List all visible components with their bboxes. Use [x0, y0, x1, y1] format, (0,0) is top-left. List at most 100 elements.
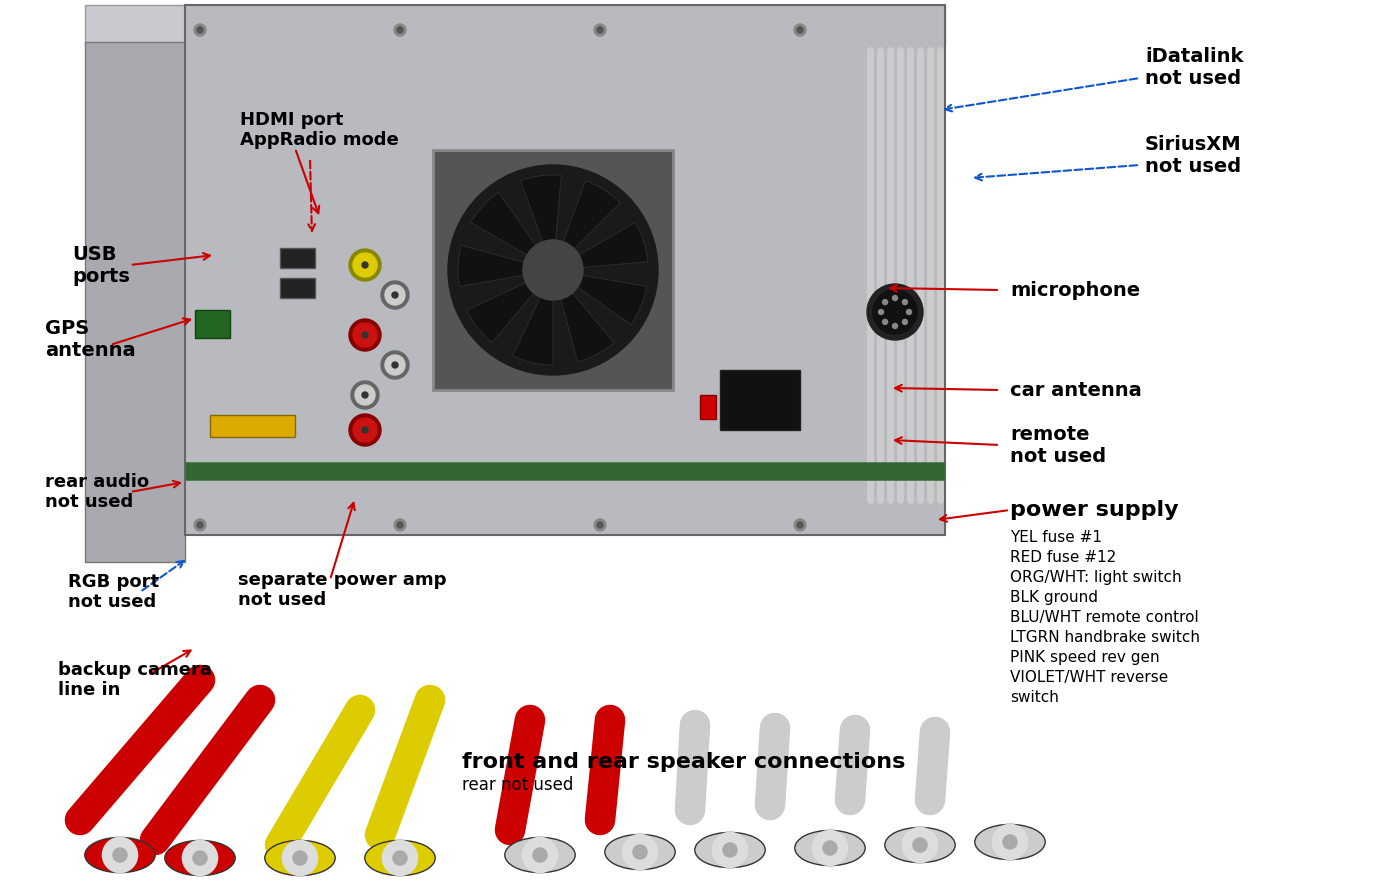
Text: iDatalink
not used: iDatalink not used — [1145, 48, 1244, 88]
Circle shape — [882, 299, 888, 305]
Circle shape — [354, 418, 377, 442]
Circle shape — [893, 323, 897, 328]
Circle shape — [449, 165, 658, 375]
Wedge shape — [561, 293, 614, 362]
Circle shape — [878, 310, 883, 314]
Circle shape — [381, 281, 409, 309]
Text: rear audio
not used: rear audio not used — [45, 472, 149, 511]
Circle shape — [523, 240, 583, 300]
Circle shape — [362, 392, 367, 398]
Text: YEL fuse #1: YEL fuse #1 — [1010, 530, 1102, 545]
Circle shape — [385, 355, 405, 375]
Circle shape — [912, 838, 927, 852]
FancyBboxPatch shape — [279, 248, 315, 268]
Circle shape — [523, 837, 557, 872]
Circle shape — [197, 522, 204, 528]
Circle shape — [823, 841, 837, 855]
Circle shape — [350, 319, 381, 351]
FancyBboxPatch shape — [184, 5, 945, 535]
Ellipse shape — [885, 827, 955, 863]
Circle shape — [882, 320, 888, 324]
Ellipse shape — [795, 830, 866, 865]
Text: microphone: microphone — [1010, 281, 1141, 299]
Circle shape — [398, 27, 403, 33]
Circle shape — [282, 841, 318, 876]
Text: backup camera
line in: backup camera line in — [58, 660, 212, 699]
Circle shape — [797, 522, 804, 528]
Circle shape — [350, 249, 381, 281]
Text: HDMI port
AppRadio mode: HDMI port AppRadio mode — [239, 110, 399, 149]
FancyBboxPatch shape — [195, 310, 230, 338]
Circle shape — [903, 320, 907, 324]
Circle shape — [812, 830, 848, 865]
Wedge shape — [466, 283, 534, 343]
Ellipse shape — [695, 833, 765, 868]
Circle shape — [907, 310, 911, 314]
Text: PINK speed rev gen: PINK speed rev gen — [1010, 650, 1160, 665]
FancyBboxPatch shape — [85, 5, 945, 45]
Wedge shape — [579, 223, 648, 268]
Circle shape — [385, 285, 405, 305]
FancyBboxPatch shape — [700, 395, 716, 419]
Circle shape — [633, 845, 647, 859]
Circle shape — [533, 848, 548, 862]
Ellipse shape — [365, 841, 435, 876]
Circle shape — [903, 827, 937, 863]
Circle shape — [383, 841, 417, 876]
Circle shape — [362, 262, 367, 268]
Circle shape — [354, 253, 377, 277]
FancyBboxPatch shape — [211, 415, 294, 437]
Text: remote
not used: remote not used — [1010, 425, 1106, 465]
Circle shape — [392, 362, 398, 368]
Circle shape — [183, 841, 217, 876]
Circle shape — [193, 851, 206, 865]
Circle shape — [867, 284, 923, 340]
Text: car antenna: car antenna — [1010, 381, 1142, 399]
Circle shape — [594, 519, 605, 531]
Text: USB
ports: USB ports — [72, 245, 129, 285]
Ellipse shape — [264, 841, 336, 876]
Ellipse shape — [505, 837, 575, 872]
FancyBboxPatch shape — [85, 42, 184, 562]
Text: separate power amp
not used: separate power amp not used — [238, 570, 446, 609]
Circle shape — [872, 290, 916, 334]
Circle shape — [102, 837, 138, 872]
Circle shape — [362, 427, 367, 433]
Text: SiriusXM
not used: SiriusXM not used — [1145, 134, 1241, 176]
Wedge shape — [578, 275, 647, 324]
Circle shape — [351, 381, 378, 409]
Circle shape — [381, 351, 409, 379]
Text: VIOLET/WHT reverse: VIOLET/WHT reverse — [1010, 670, 1168, 685]
Circle shape — [722, 843, 738, 857]
Text: BLK ground: BLK ground — [1010, 590, 1098, 605]
Circle shape — [597, 27, 603, 33]
Circle shape — [622, 834, 658, 870]
Circle shape — [893, 296, 897, 300]
FancyBboxPatch shape — [720, 370, 799, 430]
Circle shape — [113, 848, 127, 862]
FancyBboxPatch shape — [184, 462, 945, 480]
Circle shape — [794, 24, 806, 36]
Circle shape — [194, 519, 206, 531]
Wedge shape — [563, 181, 621, 249]
Circle shape — [713, 833, 747, 868]
Circle shape — [594, 24, 605, 36]
Circle shape — [350, 414, 381, 446]
Circle shape — [354, 323, 377, 347]
Circle shape — [394, 851, 407, 865]
Circle shape — [992, 825, 1028, 859]
Text: power supply: power supply — [1010, 500, 1179, 520]
Circle shape — [394, 24, 406, 36]
Text: BLU/WHT remote control: BLU/WHT remote control — [1010, 610, 1198, 625]
Circle shape — [797, 27, 804, 33]
Text: GPS
antenna: GPS antenna — [45, 320, 136, 360]
Circle shape — [362, 332, 367, 338]
Circle shape — [794, 519, 806, 531]
Ellipse shape — [85, 837, 155, 872]
Circle shape — [293, 851, 307, 865]
Circle shape — [394, 519, 406, 531]
Circle shape — [392, 292, 398, 298]
Circle shape — [903, 299, 907, 305]
Wedge shape — [520, 175, 561, 242]
FancyBboxPatch shape — [433, 150, 673, 390]
